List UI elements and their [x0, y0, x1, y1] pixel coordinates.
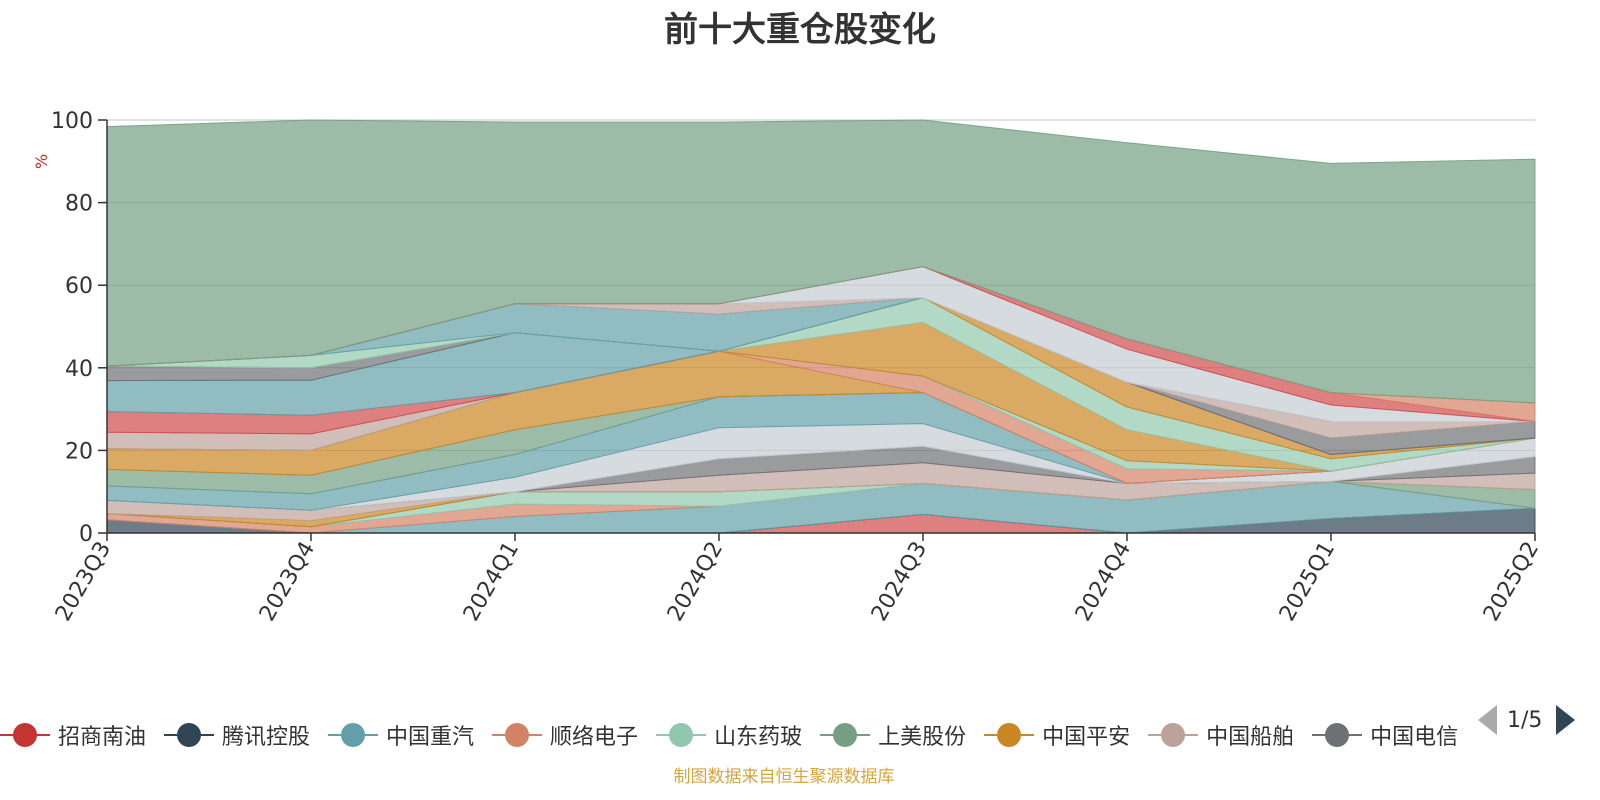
legend-label: 中国电信 [1370, 725, 1459, 750]
data-source-note: 制图数据来自恒生聚源数据库 [673, 767, 895, 787]
area-series-30 [106, 119, 1536, 404]
legend-item[interactable]: 中国电信 [1312, 719, 1458, 751]
legend-marker-dot [1161, 723, 1186, 747]
y-tick-label: 100 [51, 109, 93, 134]
legend-next-page-button[interactable] [1556, 705, 1576, 735]
legend-marker-dot [833, 723, 858, 747]
legend-marker-icon [328, 720, 379, 750]
legend-marker-icon [656, 720, 707, 750]
legend-label: 腾讯控股 [222, 725, 311, 750]
legend-marker-icon [492, 720, 543, 750]
legend-item[interactable]: 顺络电子 [492, 719, 638, 751]
legend-label: 山东药玻 [714, 725, 803, 750]
legend: 招商南油 腾讯控股 中国重汽 顺络电子 山东药玻 上美股份 中国平安 中国船舶 中国电信 [0, 712, 1475, 758]
x-tick-label: 2024Q1 [459, 538, 524, 626]
y-tick-label: 60 [65, 274, 93, 299]
legend-item[interactable]: 山东药玻 [656, 719, 802, 751]
x-tick-label: 2023Q3 [51, 538, 116, 626]
y-axis-unit-label: % [32, 153, 52, 170]
legend-marker-dot [505, 723, 530, 747]
stacked-areas [106, 119, 1536, 534]
legend-page-indicator: 1/5 [1507, 707, 1543, 733]
legend-marker-dot [997, 723, 1022, 747]
legend-item[interactable]: 腾讯控股 [164, 719, 310, 751]
legend-label: 上美股份 [878, 725, 967, 750]
legend-marker-icon [1312, 720, 1363, 750]
chart-title: 前十大重仓股变化 [664, 10, 936, 50]
legend-item[interactable]: 中国船舶 [1148, 719, 1294, 751]
legend-label: 中国平安 [1042, 725, 1131, 750]
x-tick-label: 2024Q2 [663, 538, 728, 626]
legend-marker-dot [1325, 723, 1350, 747]
legend-prev-page-button[interactable] [1478, 705, 1497, 735]
chart-plot: 0 20 40 60 80 100 2023Q3 2023Q4 2024Q1 2024Q2 2024… [51, 109, 1544, 626]
legend-label: 顺络电子 [550, 725, 639, 750]
legend-marker-icon [1148, 720, 1199, 750]
legend-item[interactable]: 招商南油 [0, 719, 146, 751]
x-tick-label: 2023Q4 [255, 538, 320, 626]
x-tick-label: 2024Q3 [867, 538, 932, 626]
x-tick-label: 2024Q4 [1071, 538, 1136, 626]
legend-item[interactable]: 上美股份 [820, 719, 966, 751]
legend-label: 中国重汽 [386, 725, 475, 750]
x-tick-label: 2025Q1 [1275, 538, 1340, 626]
legend-marker-dot [13, 723, 37, 747]
legend-marker-icon [164, 720, 215, 750]
legend-item[interactable]: 中国重汽 [328, 719, 474, 751]
legend-marker-dot [177, 723, 202, 747]
legend-marker-icon [0, 720, 50, 750]
legend-pager: 1/5 [1478, 704, 1576, 736]
legend-label: 招商南油 [58, 725, 147, 750]
y-tick-label: 80 [65, 192, 93, 217]
legend-marker-icon [984, 720, 1035, 750]
legend-label: 中国船舶 [1206, 725, 1295, 750]
legend-marker-icon [820, 720, 871, 750]
legend-marker-dot [341, 723, 366, 747]
y-tick-label: 0 [79, 522, 93, 547]
legend-item[interactable]: 中国平安 [984, 719, 1130, 751]
x-tick-label: 2025Q2 [1479, 538, 1544, 626]
y-tick-label: 20 [65, 439, 93, 464]
y-tick-label: 40 [65, 357, 93, 382]
legend-marker-dot [669, 723, 694, 747]
